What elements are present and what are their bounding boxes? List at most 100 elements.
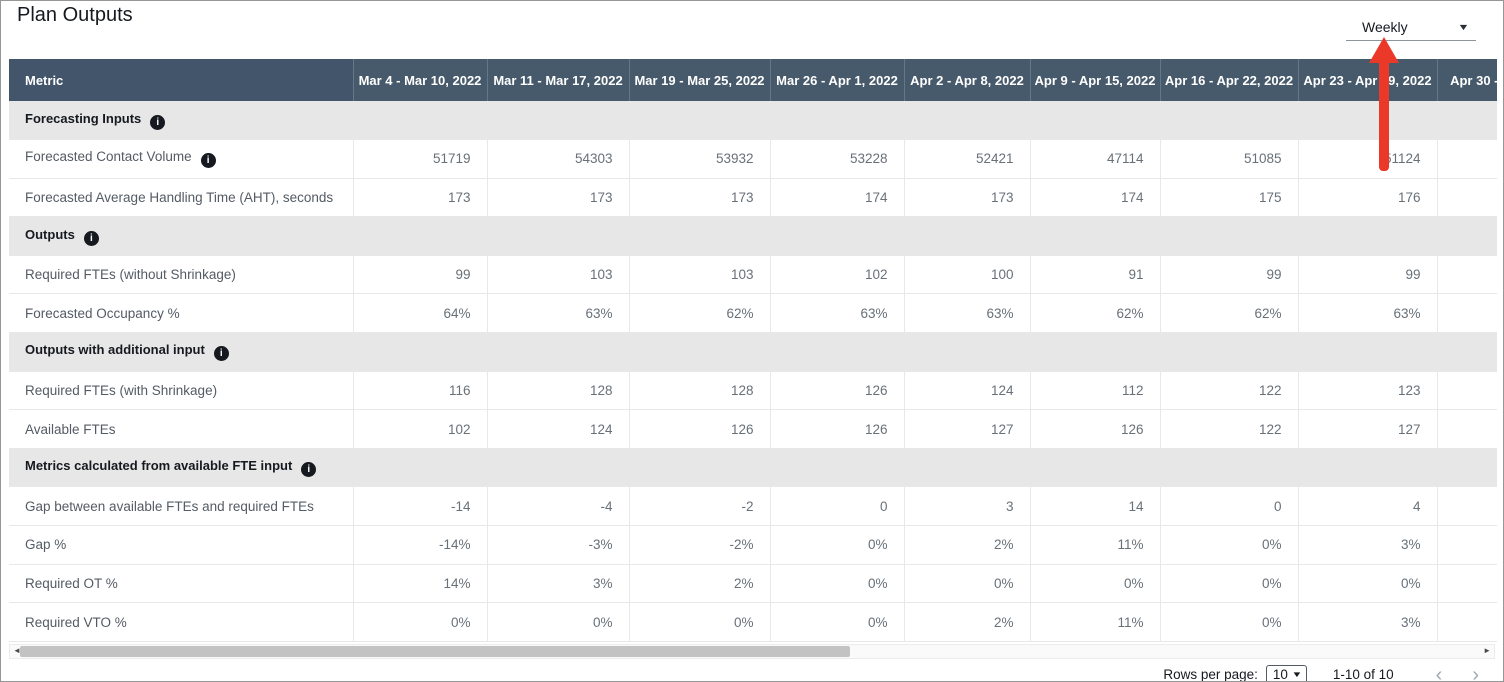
value-cell: 14 xyxy=(1029,486,1160,527)
section-label: Forecasting Inputs xyxy=(25,110,142,126)
table-header-row: Metric Mar 4 - Mar 10, 2022 Mar 11 - Mar 1… xyxy=(9,59,1497,101)
value-cell: 123 xyxy=(1297,371,1437,411)
prev-page-button[interactable]: ‹ xyxy=(1435,663,1443,682)
chevron-down-icon: ▼ xyxy=(1291,669,1303,679)
value-cell: 2% xyxy=(903,525,1030,565)
rows-per-page-value: 10 xyxy=(1272,666,1288,682)
metric-label-cell: Required VTO % xyxy=(9,602,353,642)
value-cell: 0% xyxy=(1159,602,1298,642)
value-cell: 103 xyxy=(628,255,770,295)
value-cell: 174 xyxy=(769,178,904,218)
column-header: Apr 30 - May 6, 2022 xyxy=(1436,59,1497,101)
value-cell xyxy=(1436,409,1497,449)
value-cell xyxy=(1436,602,1497,642)
value-cell: -2% xyxy=(628,525,770,565)
value-cell: 0% xyxy=(486,602,629,642)
scrollbar-right-arrow-icon[interactable]: ► xyxy=(1483,646,1491,656)
section-cell: Outputs with additional input i xyxy=(9,332,1497,372)
info-icon[interactable]: i xyxy=(301,462,317,478)
value-cell: 63% xyxy=(769,293,904,334)
metric-label-cell: Required OT % xyxy=(9,564,353,604)
section-label: Outputs xyxy=(25,226,75,242)
panel-header: Plan Outputs Weekly ▼ xyxy=(1,1,1503,59)
value-cell: 63% xyxy=(1297,293,1437,334)
value-cell: 0% xyxy=(769,525,904,565)
value-cell: 62% xyxy=(1159,293,1298,334)
column-header: Mar 4 - Mar 10, 2022 xyxy=(352,59,487,101)
info-icon[interactable]: i xyxy=(213,346,229,362)
value-cell: 126 xyxy=(769,371,904,411)
value-cell: 127 xyxy=(1297,409,1437,449)
annotation-arrow-head-icon xyxy=(1369,37,1399,63)
metric-label: Gap between available FTEs and required … xyxy=(25,498,314,514)
value-cell: 52421 xyxy=(903,139,1030,179)
column-header: Apr 9 - Apr 15, 2022 xyxy=(1029,59,1160,101)
metric-label-cell: Gap between available FTEs and required … xyxy=(9,486,353,527)
value-cell: 128 xyxy=(486,371,629,411)
info-icon[interactable]: i xyxy=(83,230,99,246)
pagination-bar: Rows per page: 10 ▼ 1-10 of 10 ‹ › xyxy=(1,661,1503,682)
value-cell: 99 xyxy=(1297,255,1437,295)
column-header: Mar 26 - Apr 1, 2022 xyxy=(769,59,904,101)
metric-label: Forecasted Occupancy % xyxy=(25,305,180,321)
table-header: Metric Mar 4 - Mar 10, 2022 Mar 11 - Mar 1… xyxy=(9,59,1497,101)
value-cell: 99 xyxy=(352,255,487,295)
section-label: Outputs with additional input xyxy=(25,342,205,358)
metric-label: Required FTEs (without Shrinkage) xyxy=(25,267,236,283)
value-cell: 100 xyxy=(903,255,1030,295)
metric-label: Gap % xyxy=(25,537,67,553)
value-cell: 0% xyxy=(628,602,770,642)
info-icon[interactable]: i xyxy=(200,153,216,169)
section-row: Outputs i xyxy=(9,216,1497,256)
value-cell: 122 xyxy=(1159,409,1298,449)
page-title: Plan Outputs xyxy=(17,4,133,26)
value-cell: 3% xyxy=(1297,525,1437,565)
value-cell: 173 xyxy=(628,178,770,218)
metric-label: Required OT % xyxy=(25,575,118,591)
value-cell: 62% xyxy=(1029,293,1160,334)
value-cell: 3% xyxy=(1297,602,1437,642)
horizontal-scrollbar[interactable]: ◄ ► xyxy=(9,643,1495,659)
value-cell xyxy=(1436,178,1497,218)
value-cell: 124 xyxy=(486,409,629,449)
metric-label: Required VTO % xyxy=(25,614,127,630)
value-cell: 116 xyxy=(352,371,487,411)
metric-label-cell: Required FTEs (with Shrinkage) xyxy=(9,371,353,411)
rows-per-page-select[interactable]: 10 ▼ xyxy=(1265,664,1307,682)
annotation-arrow xyxy=(1379,59,1389,171)
next-page-button[interactable]: › xyxy=(1472,663,1479,682)
value-cell: 99 xyxy=(1159,255,1298,295)
value-cell xyxy=(1436,139,1497,179)
value-cell: 64% xyxy=(352,293,487,334)
value-cell: 173 xyxy=(352,178,487,218)
value-cell: 0 xyxy=(769,486,904,527)
value-cell: 0% xyxy=(903,564,1030,604)
value-cell: 3% xyxy=(486,564,629,604)
value-cell: 0% xyxy=(769,602,904,642)
section-cell: Forecasting Inputs i xyxy=(9,101,1497,141)
value-cell: 0% xyxy=(1297,564,1437,604)
value-cell: 0% xyxy=(769,564,904,604)
metric-row: Required OT % 14% 3% 2% 0% 0% 0% 0% 0% xyxy=(9,564,1497,604)
info-icon[interactable]: i xyxy=(150,114,166,130)
value-cell: -2 xyxy=(628,486,770,527)
interval-dropdown[interactable]: Weekly ▼ xyxy=(1346,17,1476,41)
value-cell: -14 xyxy=(352,486,487,527)
metric-row: Gap between available FTEs and required … xyxy=(9,486,1497,527)
metric-label-cell: Forecasted Occupancy % xyxy=(9,293,353,334)
interval-dropdown-value: Weekly xyxy=(1362,18,1408,35)
value-cell: -14% xyxy=(352,525,487,565)
value-cell: 51719 xyxy=(352,139,487,179)
metric-label-cell: Gap % xyxy=(9,525,353,565)
column-header: Apr 2 - Apr 8, 2022 xyxy=(903,59,1030,101)
column-header: Apr 16 - Apr 22, 2022 xyxy=(1159,59,1298,101)
scrollbar-left-arrow-icon[interactable]: ◄ xyxy=(13,646,21,656)
value-cell: 173 xyxy=(486,178,629,218)
column-header: Apr 23 - Apr 29, 2022 xyxy=(1297,59,1437,101)
value-cell: 103 xyxy=(486,255,629,295)
value-cell: 0% xyxy=(1029,564,1160,604)
scrollbar-thumb[interactable] xyxy=(20,645,850,657)
value-cell: 176 xyxy=(1297,178,1437,218)
metric-label: Forecasted Average Handling Time (AHT), … xyxy=(25,189,334,205)
